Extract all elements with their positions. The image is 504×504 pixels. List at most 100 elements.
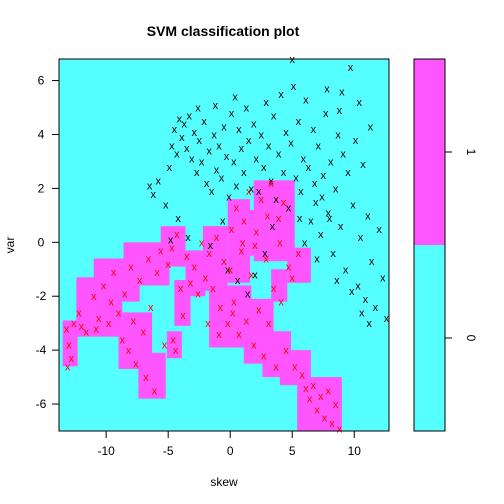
point-class-0-69: x: [328, 156, 334, 168]
point-class-0-2: x: [155, 175, 161, 187]
point-class-1-63: x: [271, 283, 277, 295]
point-class-1-18: x: [131, 315, 137, 327]
point-class-0-112: x: [356, 97, 362, 109]
point-class-1-39: x: [203, 272, 209, 284]
point-class-0-26: x: [221, 121, 227, 133]
point-class-0-42: x: [261, 162, 267, 174]
point-class-1-61: x: [266, 318, 272, 330]
point-class-1-77: x: [314, 404, 320, 416]
point-class-0-79: x: [353, 135, 359, 147]
point-class-0-28: x: [226, 191, 232, 203]
point-class-0-27: x: [224, 151, 230, 163]
point-class-0-20: x: [206, 146, 212, 158]
point-class-0-43: x: [263, 97, 269, 109]
point-class-0-55: x: [293, 173, 299, 185]
point-class-1-95: x: [230, 307, 236, 319]
point-class-1-40: x: [206, 248, 212, 260]
point-class-1-54: x: [249, 270, 255, 282]
point-class-1-16: x: [126, 345, 132, 357]
legend-label-1: 1: [464, 149, 478, 156]
point-class-0-86: x: [373, 302, 379, 314]
point-class-1-52: x: [244, 315, 250, 327]
point-class-0-33: x: [239, 143, 245, 155]
point-class-1-44: x: [221, 256, 227, 268]
point-class-0-49: x: [278, 89, 284, 101]
point-class-1-4: x: [65, 361, 71, 373]
legend-swatch-class-0: [414, 245, 445, 431]
point-class-1-19: x: [133, 359, 139, 371]
point-class-1-75: x: [307, 394, 313, 406]
point-class-1-83: x: [337, 423, 343, 435]
point-class-0-92: x: [327, 213, 333, 225]
point-class-1-5: x: [76, 307, 82, 319]
point-class-1-17: x: [128, 262, 134, 274]
point-class-0-59: x: [303, 94, 309, 106]
x-tick-label: 0: [227, 444, 234, 458]
point-class-1-13: x: [116, 307, 122, 319]
point-class-0-6: x: [172, 124, 178, 136]
y-axis-label: var: [3, 237, 17, 254]
point-class-1-49: x: [236, 329, 242, 341]
point-class-1-24: x: [148, 302, 154, 314]
point-class-1-82: x: [333, 399, 339, 411]
point-class-0-119: x: [232, 92, 238, 104]
point-class-0-65: x: [318, 229, 324, 241]
point-class-0-72: x: [335, 129, 341, 141]
point-class-0-36: x: [246, 135, 252, 147]
point-class-0-13: x: [189, 154, 195, 166]
point-class-0-7: x: [174, 148, 180, 160]
point-class-1-43: x: [218, 302, 224, 314]
point-class-0-64: x: [316, 140, 322, 152]
point-class-1-31: x: [174, 229, 180, 241]
point-class-0-98: x: [334, 275, 340, 287]
point-class-0-99: x: [319, 191, 325, 203]
point-class-0-29: x: [229, 108, 235, 120]
point-class-1-80: x: [325, 386, 331, 398]
point-class-0-17: x: [199, 156, 205, 168]
point-class-1-34: x: [184, 251, 190, 263]
point-class-1-68: x: [283, 345, 289, 357]
point-class-0-110: x: [220, 216, 226, 228]
point-class-0-25: x: [219, 173, 225, 185]
point-class-1-73: x: [299, 369, 305, 381]
point-class-1-91: x: [205, 318, 211, 330]
point-class-0-95: x: [349, 286, 355, 298]
point-class-0-67: x: [323, 108, 329, 120]
point-class-1-92: x: [216, 329, 222, 341]
point-class-1-15: x: [122, 289, 128, 301]
point-class-1-76: x: [311, 380, 317, 392]
point-class-1-87: x: [93, 324, 99, 336]
point-class-1-57: x: [256, 305, 262, 317]
point-class-0-4: x: [167, 162, 173, 174]
point-class-0-35: x: [244, 103, 250, 115]
point-class-0-87: x: [376, 224, 382, 236]
point-class-1-32: x: [178, 283, 184, 295]
point-class-1-85: x: [173, 345, 179, 357]
point-class-0-63: x: [313, 197, 319, 209]
point-class-0-111: x: [339, 86, 345, 98]
point-class-1-62: x: [268, 178, 274, 190]
point-class-0-1: x: [151, 189, 157, 201]
point-class-0-109: x: [175, 213, 181, 225]
point-class-1-21: x: [141, 326, 147, 338]
point-class-0-108: x: [270, 221, 276, 233]
point-class-0-41: x: [258, 129, 264, 141]
point-class-0-80: x: [355, 280, 361, 292]
chart-title: SVM classification plot: [147, 23, 300, 39]
point-class-0-73: x: [338, 221, 344, 233]
point-class-0-39: x: [254, 154, 260, 166]
y-tick-label: 4: [38, 127, 45, 141]
legend-swatch-class-1: [414, 59, 445, 245]
point-class-0-82: x: [360, 159, 366, 171]
y-tick-label: 0: [38, 235, 45, 249]
x-tick-label: -10: [97, 444, 115, 458]
point-class-1-79: x: [322, 413, 328, 425]
point-class-1-10: x: [106, 318, 112, 330]
point-class-1-27: x: [158, 245, 164, 257]
x-axis-label: skew: [210, 475, 238, 489]
point-class-0-53: x: [288, 138, 294, 150]
point-class-0-15: x: [194, 167, 200, 179]
point-class-0-88: x: [380, 272, 386, 284]
point-class-1-9: x: [101, 280, 107, 292]
